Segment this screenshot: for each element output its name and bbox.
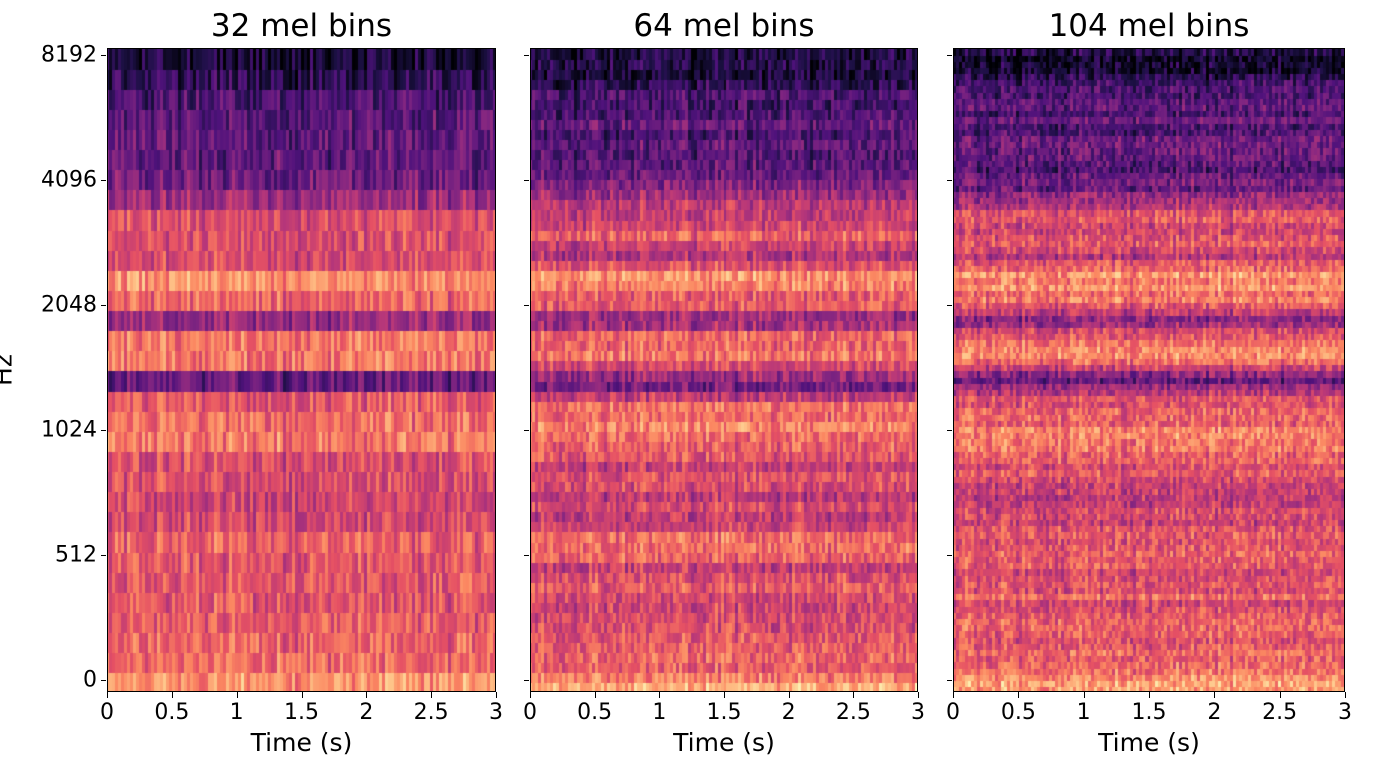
y-tick-mark xyxy=(101,305,106,306)
x-tick-label: 1.5 xyxy=(706,700,742,725)
x-tick-label: 0 xyxy=(523,700,537,725)
x-tick-label: 2 xyxy=(359,700,374,725)
x-axis-label: Time (s) xyxy=(1098,728,1200,757)
y-tick-mark xyxy=(524,55,529,56)
x-tick-mark xyxy=(853,692,855,698)
x-tick-label: 2.5 xyxy=(413,700,449,725)
panel-title: 64 mel bins xyxy=(633,8,815,44)
y-tick-label: 0 xyxy=(83,667,97,693)
y-tick-label: 2048 xyxy=(41,292,97,318)
y-tick-label: 512 xyxy=(55,542,97,568)
x-tick-mark xyxy=(724,692,725,698)
spectrogram-heatmap xyxy=(107,48,496,692)
x-tick-mark xyxy=(1279,692,1281,698)
y-tick-mark xyxy=(947,180,952,181)
x-tick-label: 1.5 xyxy=(284,700,319,725)
plot-frame xyxy=(953,48,1345,692)
x-tick-mark xyxy=(236,692,238,698)
x-axis-label: Time (s) xyxy=(250,728,353,757)
x-tick-label: 1 xyxy=(229,700,244,725)
x-tick-label: 0.5 xyxy=(1000,700,1036,725)
x-tick-label: 2.5 xyxy=(835,700,871,725)
x-tick-mark xyxy=(301,692,303,698)
x-tick-label: 1.5 xyxy=(1131,700,1167,725)
x-tick-label: 0.5 xyxy=(577,700,613,725)
y-tick-mark xyxy=(524,430,529,431)
y-tick-label: 4096 xyxy=(41,167,97,193)
y-tick-label: 8192 xyxy=(41,42,97,68)
x-tick-label: 3 xyxy=(911,700,925,725)
spectrogram-panel-32: 32 mel bins 0 512 1024 2048 4096 8192 0 0.5 1 1.5 2… xyxy=(0,8,503,757)
x-axis-label: Time (s) xyxy=(673,728,775,757)
y-tick-label: 1024 xyxy=(41,417,97,443)
spectrogram-heatmap xyxy=(530,48,918,692)
x-tick-mark xyxy=(788,692,790,698)
y-tick-mark xyxy=(101,180,106,181)
x-tick-label: 2 xyxy=(781,700,796,725)
x-tick-label: 3 xyxy=(1338,700,1352,725)
x-tick-label: 1 xyxy=(1076,700,1091,725)
x-tick-label: 0 xyxy=(946,700,960,725)
x-tick-label: 2 xyxy=(1207,700,1222,725)
y-tick-mark xyxy=(101,555,106,556)
x-tick-label: 3 xyxy=(489,700,503,725)
x-tick-mark xyxy=(530,692,531,698)
x-tick-mark xyxy=(659,692,661,698)
y-tick-mark xyxy=(947,305,952,306)
y-axis-label: Hz xyxy=(0,354,18,386)
x-tick-mark xyxy=(1083,692,1085,698)
panel-title: 32 mel bins xyxy=(210,8,393,44)
x-tick-mark xyxy=(918,692,919,698)
x-tick-mark xyxy=(496,692,497,698)
x-tick-label: 2.5 xyxy=(1262,700,1298,725)
y-tick-mark xyxy=(947,55,952,56)
spectrogram-panel-104: 104 mel bins 0 0.5 1 1.5 2 2.5 3 Time (s) xyxy=(946,8,1352,757)
x-tick-mark xyxy=(107,692,108,698)
y-tick-mark xyxy=(524,555,529,556)
x-tick-mark xyxy=(171,692,173,698)
x-tick-mark xyxy=(1018,692,1020,698)
plot-frame xyxy=(107,48,496,692)
plot-frame xyxy=(530,48,918,692)
y-tick-mark xyxy=(947,680,952,681)
y-tick-mark xyxy=(524,305,529,306)
x-tick-label: 0 xyxy=(100,700,114,725)
spectrogram-heatmap xyxy=(953,48,1345,692)
x-tick-mark xyxy=(431,692,433,698)
x-tick-mark xyxy=(1214,692,1216,698)
y-tick-mark xyxy=(947,430,952,431)
y-tick-mark xyxy=(101,430,106,431)
x-tick-label: 1 xyxy=(652,700,667,725)
x-tick-mark xyxy=(953,692,954,698)
x-tick-label: 0.5 xyxy=(154,700,190,725)
x-tick-mark xyxy=(366,692,368,698)
x-tick-mark xyxy=(1345,692,1346,698)
y-tick-mark xyxy=(524,180,529,181)
spectrogram-panel-64: 64 mel bins 0 0.5 1 1.5 2 2.5 3 Time (s) xyxy=(523,8,925,757)
x-tick-mark xyxy=(594,692,596,698)
y-tick-mark xyxy=(101,55,106,56)
y-tick-mark xyxy=(101,680,106,681)
y-tick-mark xyxy=(524,680,529,681)
x-tick-mark xyxy=(1149,692,1150,698)
y-tick-mark xyxy=(947,555,952,556)
panel-title: 104 mel bins xyxy=(1048,8,1250,44)
